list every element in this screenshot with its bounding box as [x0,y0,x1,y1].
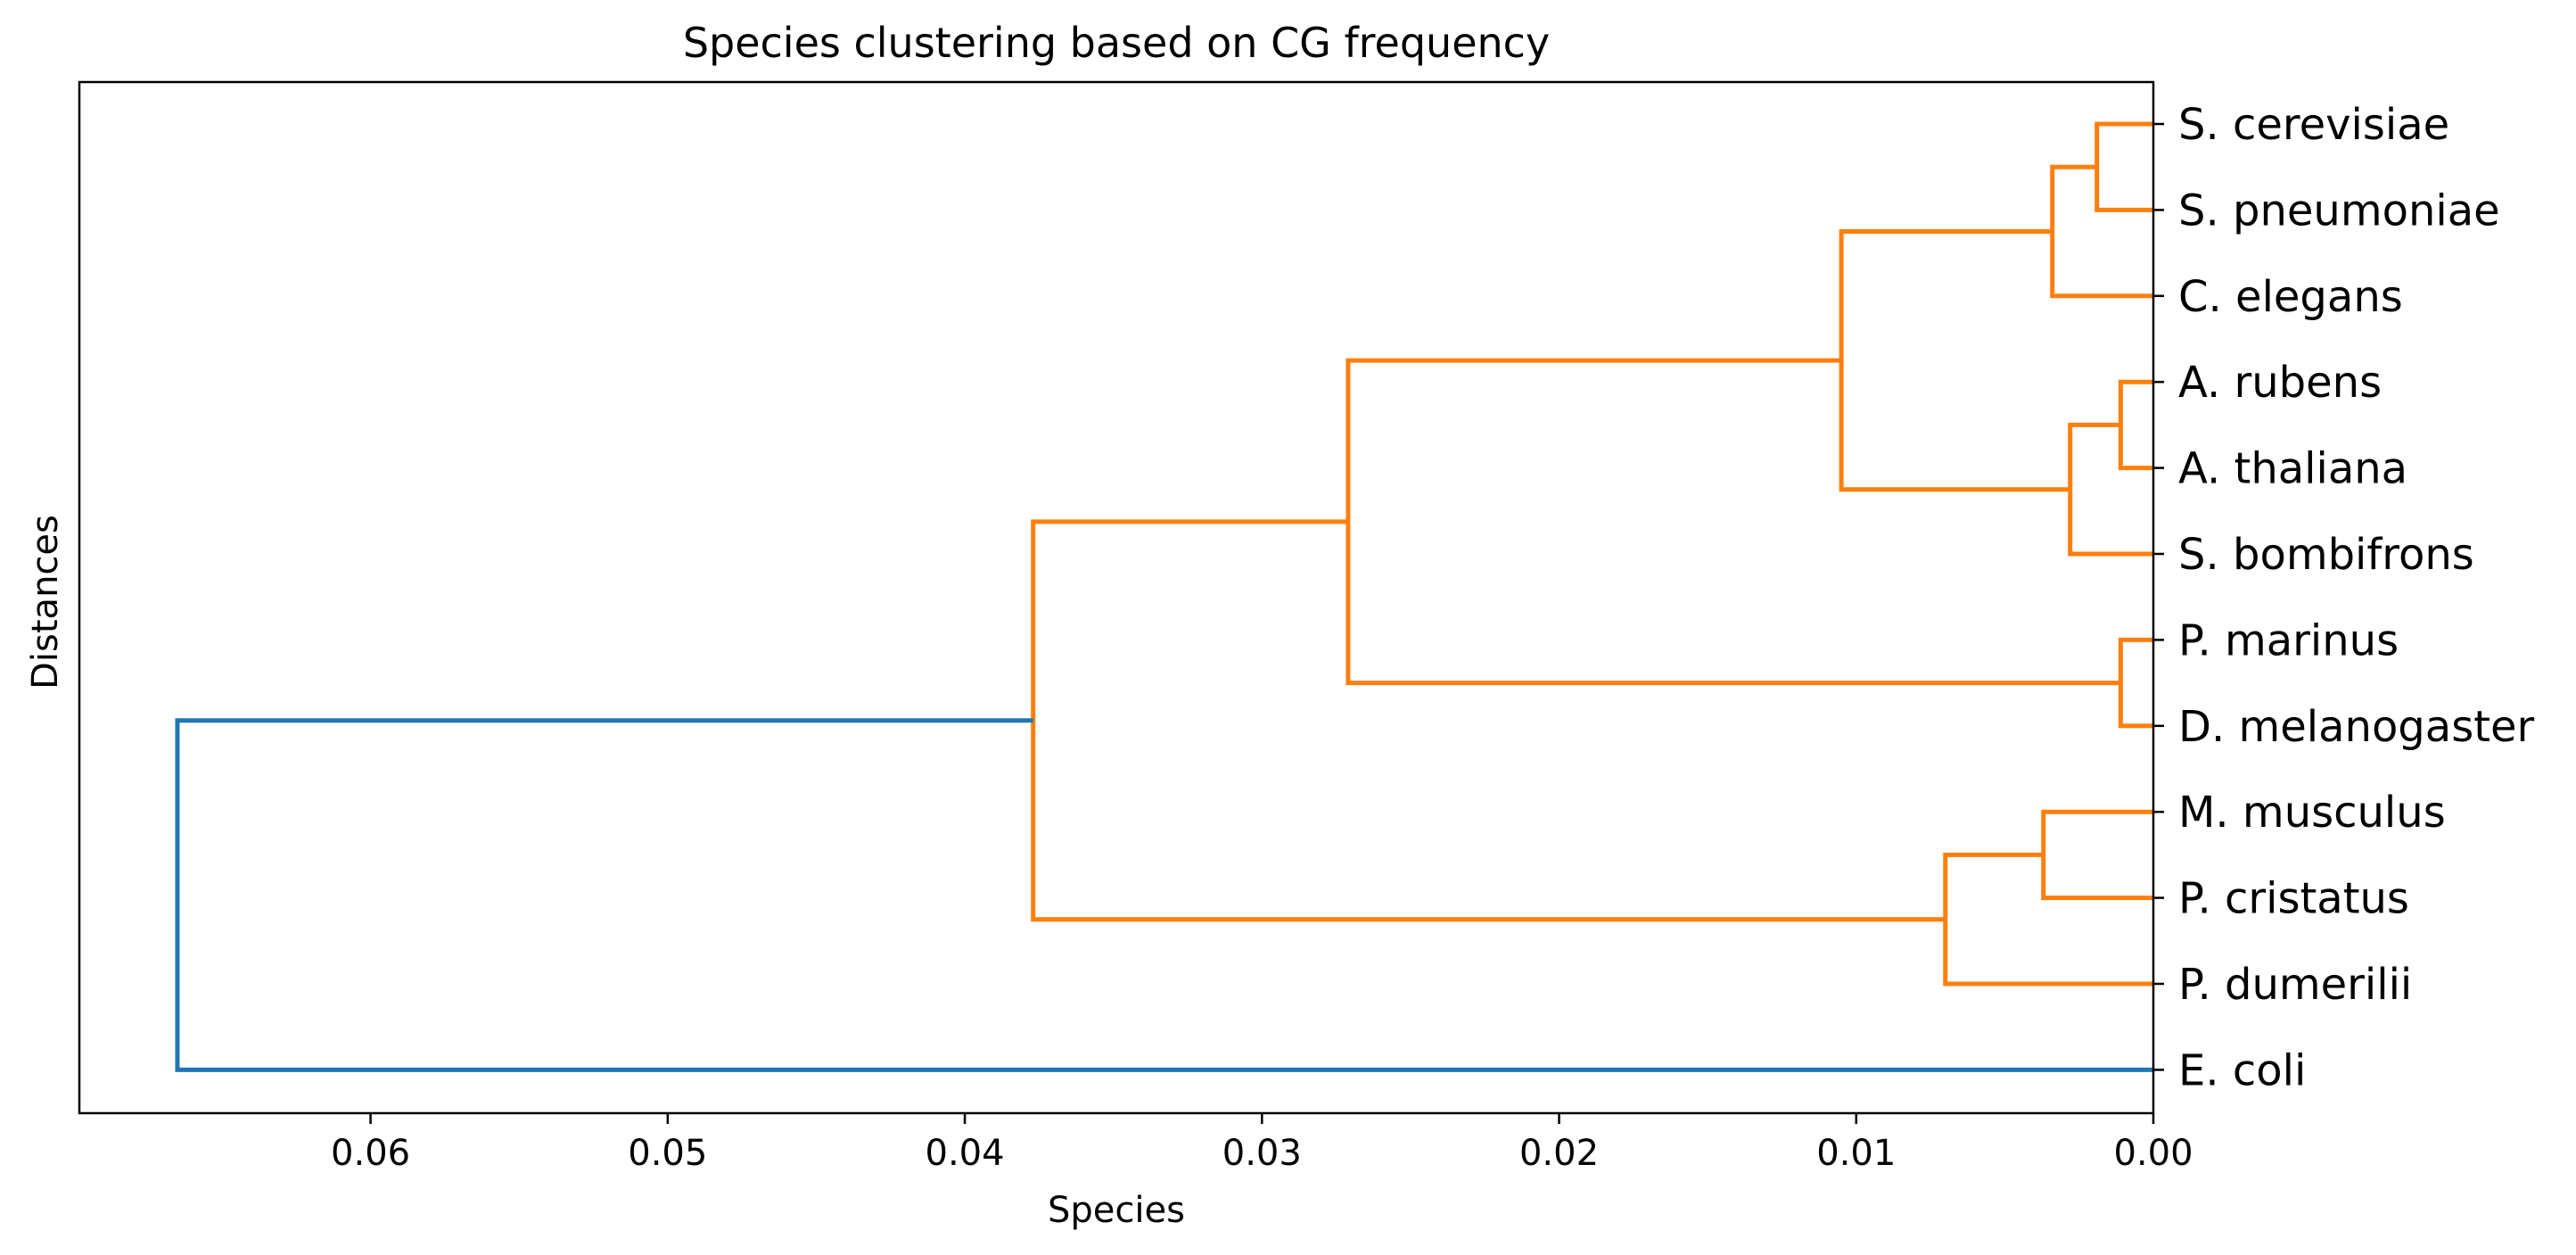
leaf-label: P. marinus [2178,615,2399,665]
chart-title: Species clustering based on CG frequency [683,19,1550,67]
leaf-label: S. bombifrons [2178,530,2474,580]
dendrogram-link-2 [2118,379,2153,471]
dendrogram-links [175,121,2153,1072]
leaf-labels: S. cerevisiae S. pneumoniae C. elegans A. r… [2153,100,2535,1095]
dendrogram-link-1 [2050,164,2153,299]
dendrogram-link-6 [1346,358,2121,686]
leaf-label: C. elegans [2178,272,2403,322]
x-axis-label: Species [1048,1190,1185,1231]
dendrogram-link-7 [2041,809,2153,901]
dendrogram-link-9 [1031,519,1946,922]
leaf-label: E. coli [2178,1045,2306,1095]
plot-frame [78,80,2155,1115]
leaf-label: P. cristatus [2178,874,2409,924]
x-tick-label: 0.03 [1222,1133,1302,1174]
leaf-label: D. melanogaster [2178,702,2535,752]
x-axis-ticks: 0.06 0.05 0.04 0.03 0.02 0.01 0.00 [331,1113,2193,1174]
leaf-label: S. pneumoniae [2178,186,2500,235]
dendrogram-link-0 [2095,121,2153,212]
y-axis-label: Distances [25,515,66,689]
dendrogram-link-4 [1839,229,2070,492]
x-tick-label: 0.02 [1519,1133,1599,1174]
x-tick-label: 0.04 [926,1133,1005,1174]
dendrogram-link-8 [1943,852,2153,987]
dendrogram-link-3 [2068,422,2153,557]
x-tick-label: 0.06 [331,1133,410,1174]
x-tick-label: 0.05 [628,1133,707,1174]
leaf-label: P. dumerilii [2178,960,2412,1010]
dendrogram-link-10 [175,718,2153,1072]
x-tick-label: 0.00 [2113,1133,2193,1174]
x-tick-label: 0.01 [1816,1133,1896,1174]
leaf-label: A. rubens [2178,358,2382,408]
leaf-label: M. musculus [2178,788,2446,838]
leaf-label: S. cerevisiae [2178,100,2449,150]
dendrogram-link-5 [2118,637,2153,729]
leaf-label: A. thaliana [2178,444,2407,494]
